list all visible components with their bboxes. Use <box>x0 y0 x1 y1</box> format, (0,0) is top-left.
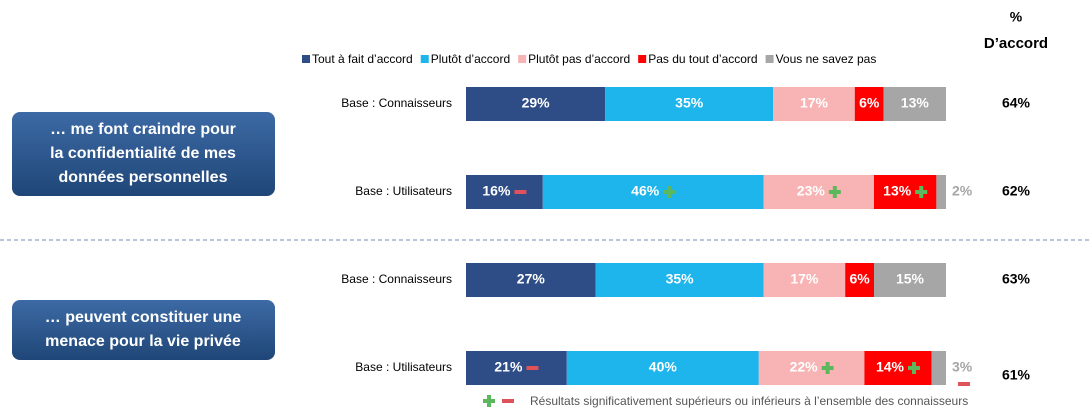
value-label: 21% <box>494 359 523 375</box>
value-label: 17% <box>800 95 829 111</box>
bar-segment <box>936 175 946 209</box>
minus-icon <box>958 382 970 386</box>
plus-icon <box>487 395 491 407</box>
value-label: 46% <box>631 183 660 199</box>
group-box <box>12 112 275 196</box>
value-label: 27% <box>517 271 546 287</box>
bar-segment <box>874 263 946 297</box>
bar-segment <box>542 175 764 209</box>
minus-icon <box>526 366 539 370</box>
legend-label: Plutôt pas d’accord <box>528 52 630 66</box>
legend-swatch <box>302 55 310 63</box>
legend-label: Pas du tout d’accord <box>648 52 757 66</box>
value-label: 35% <box>666 271 695 287</box>
agree-value: 64% <box>1002 95 1031 111</box>
plus-icon <box>667 186 672 198</box>
group-label: menace pour la vie privée <box>45 333 241 350</box>
legend-label: Vous ne savez pas <box>776 52 877 66</box>
row-label: Base : Connaisseurs <box>341 272 452 286</box>
value-label: 23% <box>797 183 826 199</box>
value-label: 15% <box>896 271 925 287</box>
minus-icon <box>514 190 527 194</box>
value-label: 2% <box>952 183 973 199</box>
bar-segment <box>763 175 874 209</box>
bar-segment <box>595 263 764 297</box>
value-label: 17% <box>790 271 819 287</box>
group-box <box>12 300 275 360</box>
value-label: 3% <box>952 359 973 375</box>
bar-segment <box>845 263 874 297</box>
agree-value: 62% <box>1002 183 1031 199</box>
agree-value: 61% <box>1002 367 1031 383</box>
value-label: 6% <box>849 271 870 287</box>
bar-segment <box>566 351 759 385</box>
row-label: Base : Utilisateurs <box>355 360 452 374</box>
group-label: données personnelles <box>59 169 228 186</box>
footnote: Résultats significativement supérieurs o… <box>530 394 968 408</box>
value-label: 16% <box>482 183 511 199</box>
bar-segment <box>931 351 946 385</box>
value-label: 6% <box>859 95 880 111</box>
value-label: 35% <box>675 95 704 111</box>
agree-title: % <box>1010 9 1023 25</box>
bar-segment <box>864 351 932 385</box>
legend-label: Plutôt d’accord <box>431 52 510 66</box>
value-label: 14% <box>876 359 905 375</box>
value-label: 29% <box>522 95 551 111</box>
agree-title: D’accord <box>984 35 1048 52</box>
legend-swatch <box>765 55 774 63</box>
bar-segment <box>605 87 774 121</box>
value-label: 13% <box>901 95 930 111</box>
value-label: 22% <box>790 359 819 375</box>
bar-segment <box>854 87 884 121</box>
plus-icon <box>912 362 917 374</box>
legend-swatch <box>518 55 527 63</box>
bar-segment <box>466 87 606 121</box>
group-label: la confidentialité de mes <box>50 145 236 162</box>
plus-icon <box>919 186 924 198</box>
bar-segment <box>466 263 596 297</box>
plus-icon <box>832 186 837 198</box>
legend-swatch <box>638 55 647 63</box>
value-label: 13% <box>883 183 912 199</box>
bar-segment <box>758 351 865 385</box>
bar-segment <box>883 87 946 121</box>
row-label: Base : Connaisseurs <box>341 96 452 110</box>
bar-segment <box>466 351 567 385</box>
value-label: 40% <box>649 359 678 375</box>
bar-segment <box>466 175 543 209</box>
minus-icon <box>502 399 514 403</box>
row-label: Base : Utilisateurs <box>355 184 452 198</box>
group-label: … peuvent constituer une <box>45 309 242 326</box>
agree-value: 63% <box>1002 271 1031 287</box>
bar-segment <box>773 87 855 121</box>
bar-segment <box>763 263 846 297</box>
legend-label: Tout à fait d’accord <box>312 52 413 66</box>
group-label: … me font craindre pour <box>50 121 236 138</box>
legend-swatch <box>420 55 429 63</box>
plus-icon <box>825 362 830 374</box>
